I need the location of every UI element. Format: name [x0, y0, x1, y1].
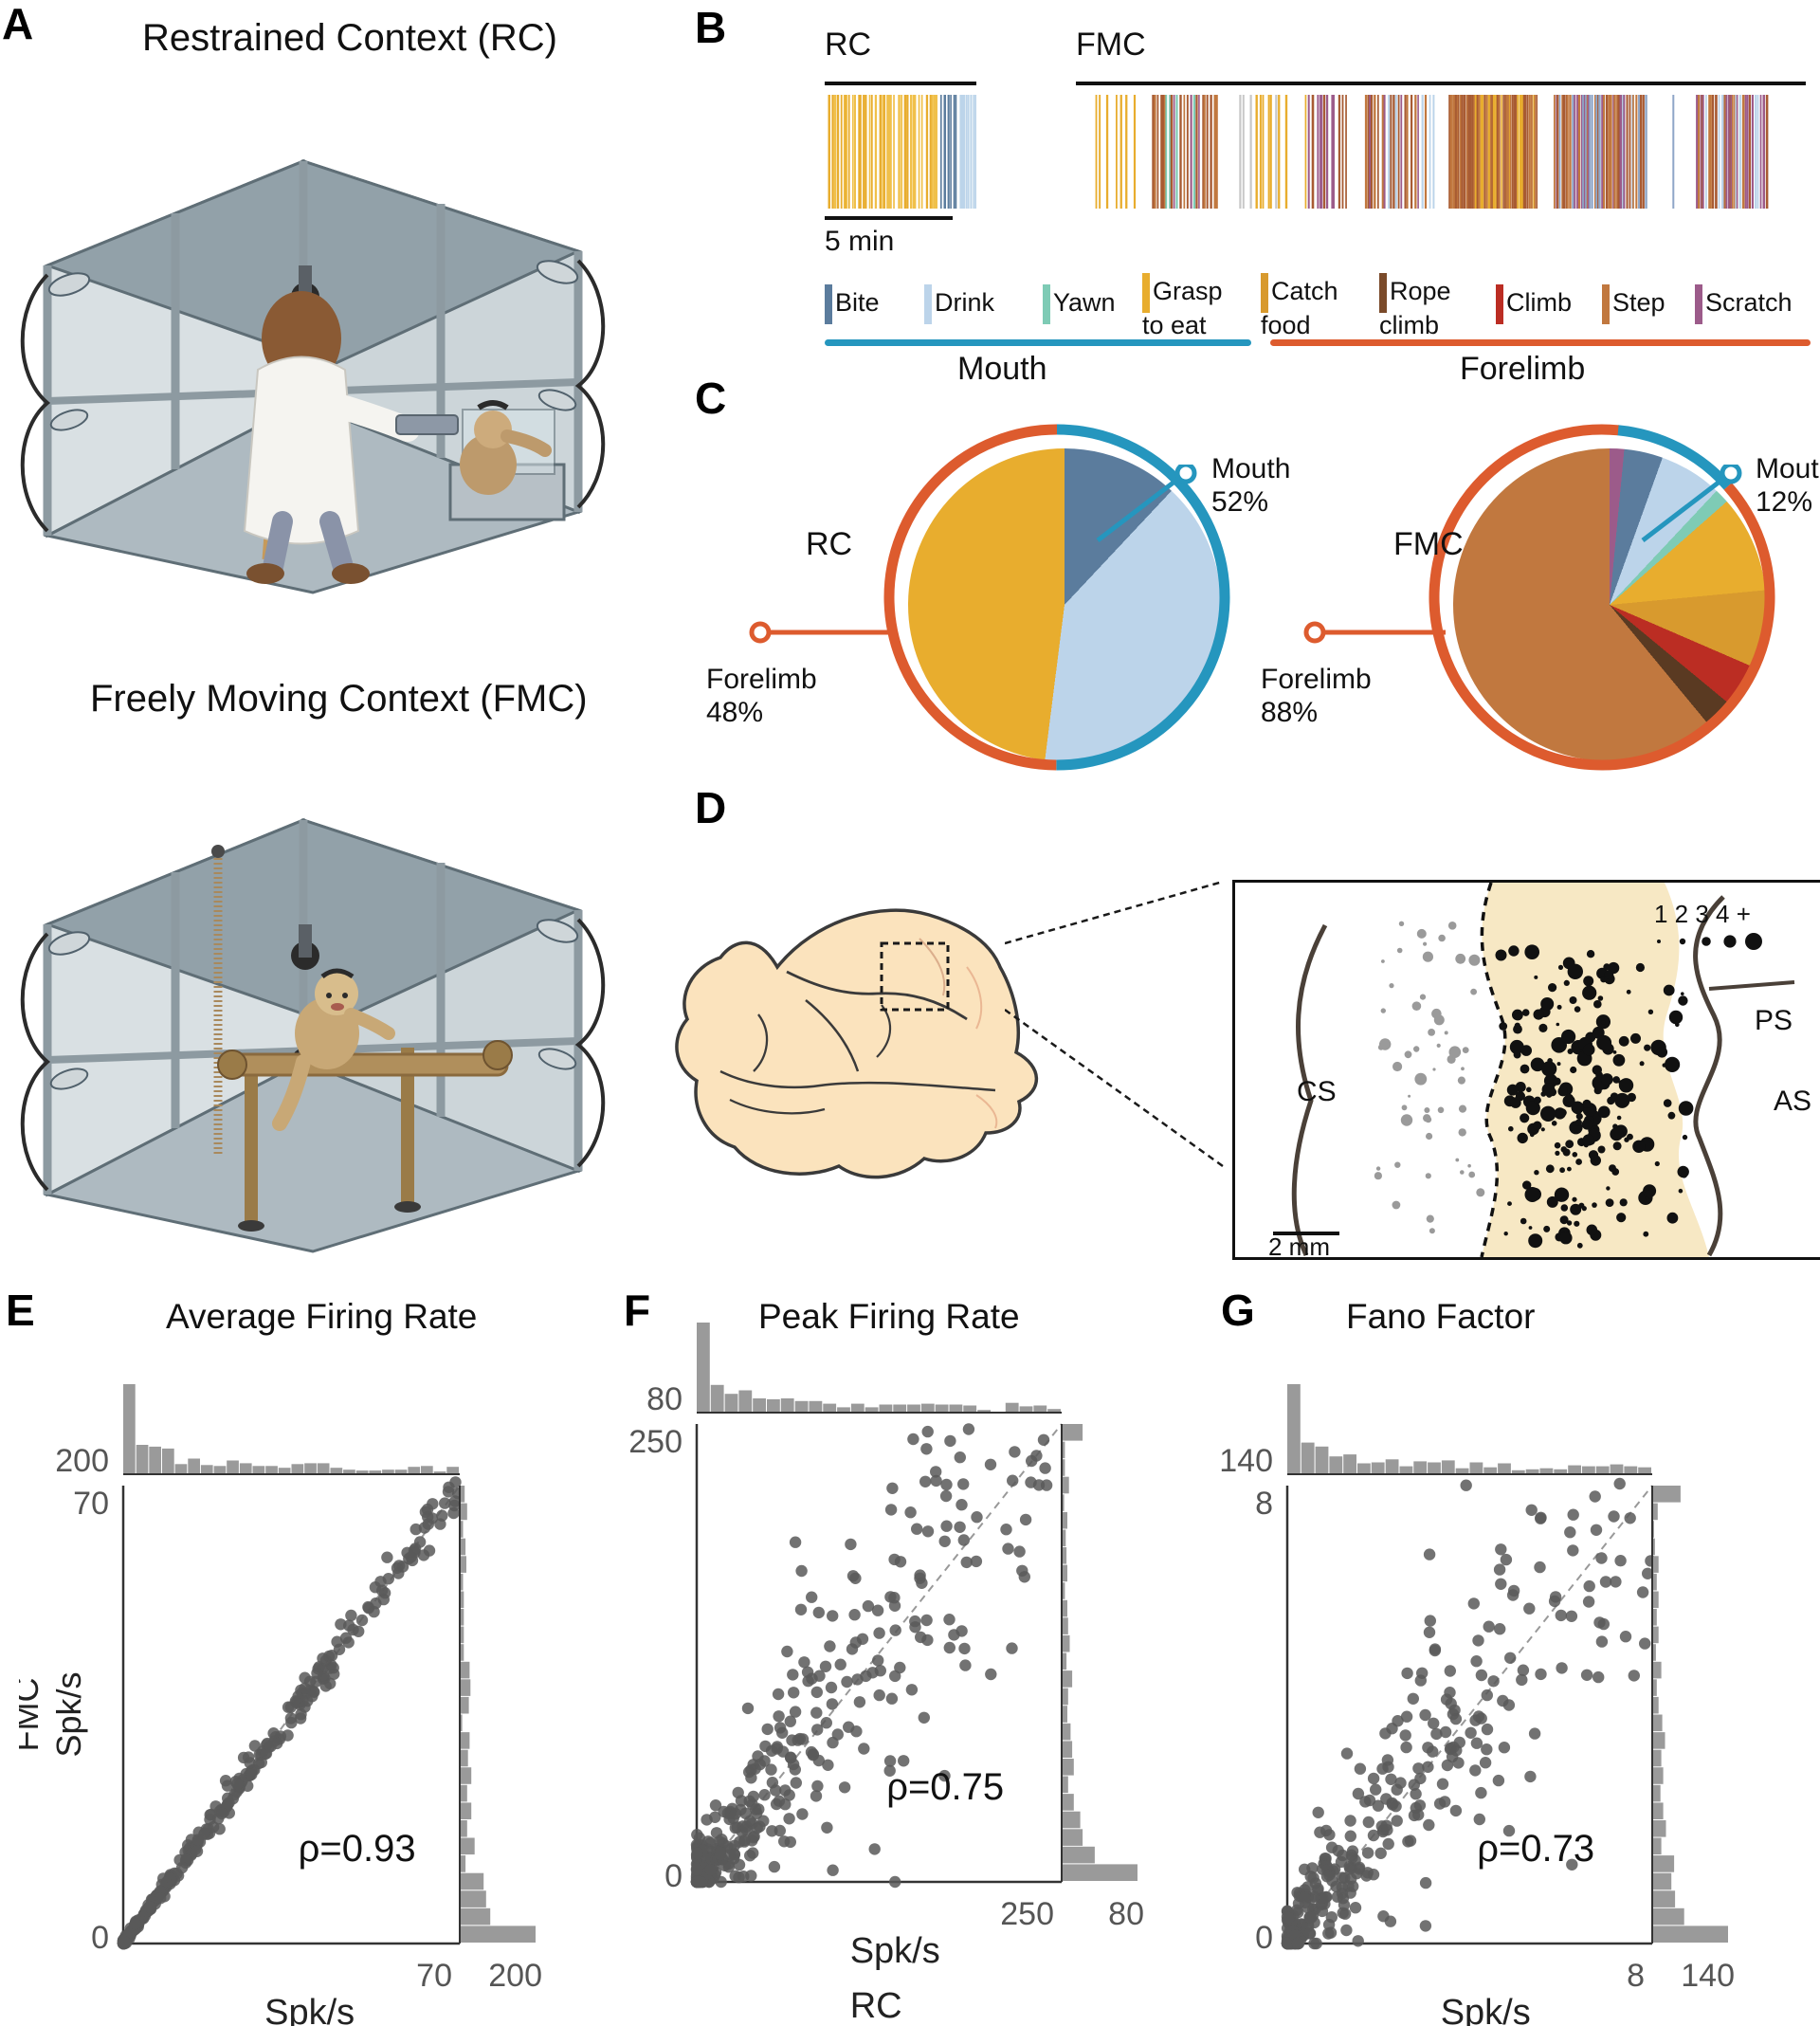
svg-text:ρ=0.93: ρ=0.93: [299, 1828, 416, 1870]
svg-text:PS: PS: [1755, 1005, 1793, 1036]
svg-text:0: 0: [1255, 1920, 1273, 1956]
svg-text:CS: CS: [1297, 1076, 1337, 1107]
svg-text:RC: RC: [850, 1986, 902, 2024]
svg-text:ρ=0.75: ρ=0.75: [886, 1766, 1004, 1808]
svg-text:8: 8: [1255, 1486, 1273, 1522]
svg-text:70: 70: [73, 1486, 109, 1522]
svg-text:0: 0: [91, 1920, 109, 1956]
svg-text:80: 80: [646, 1381, 682, 1417]
svg-text:Spk/s: Spk/s: [264, 1993, 355, 2026]
svg-text:140: 140: [1681, 1958, 1735, 1994]
svg-text:ρ=0.73: ρ=0.73: [1477, 1828, 1594, 1870]
svg-text:70: 70: [416, 1958, 452, 1994]
svg-text:140: 140: [1219, 1443, 1273, 1479]
svg-text:80: 80: [1108, 1896, 1144, 1932]
svg-text:FMC: FMC: [19, 1678, 46, 1752]
svg-text:250: 250: [1000, 1896, 1054, 1932]
svg-text:Spk/s: Spk/s: [850, 1931, 940, 1971]
svg-text:Spk/s: Spk/s: [1441, 1993, 1531, 2026]
svg-text:250: 250: [628, 1424, 682, 1460]
svg-text:8: 8: [1627, 1958, 1645, 1994]
svg-text:200: 200: [488, 1958, 542, 1994]
svg-text:2 mm: 2 mm: [1268, 1232, 1330, 1257]
svg-text:200: 200: [55, 1443, 109, 1479]
svg-text:1 2 3 4 +: 1 2 3 4 +: [1654, 900, 1751, 928]
svg-text:0: 0: [664, 1858, 682, 1894]
svg-text:Spk/s: Spk/s: [49, 1671, 88, 1757]
svg-text:AS: AS: [1774, 1086, 1811, 1117]
